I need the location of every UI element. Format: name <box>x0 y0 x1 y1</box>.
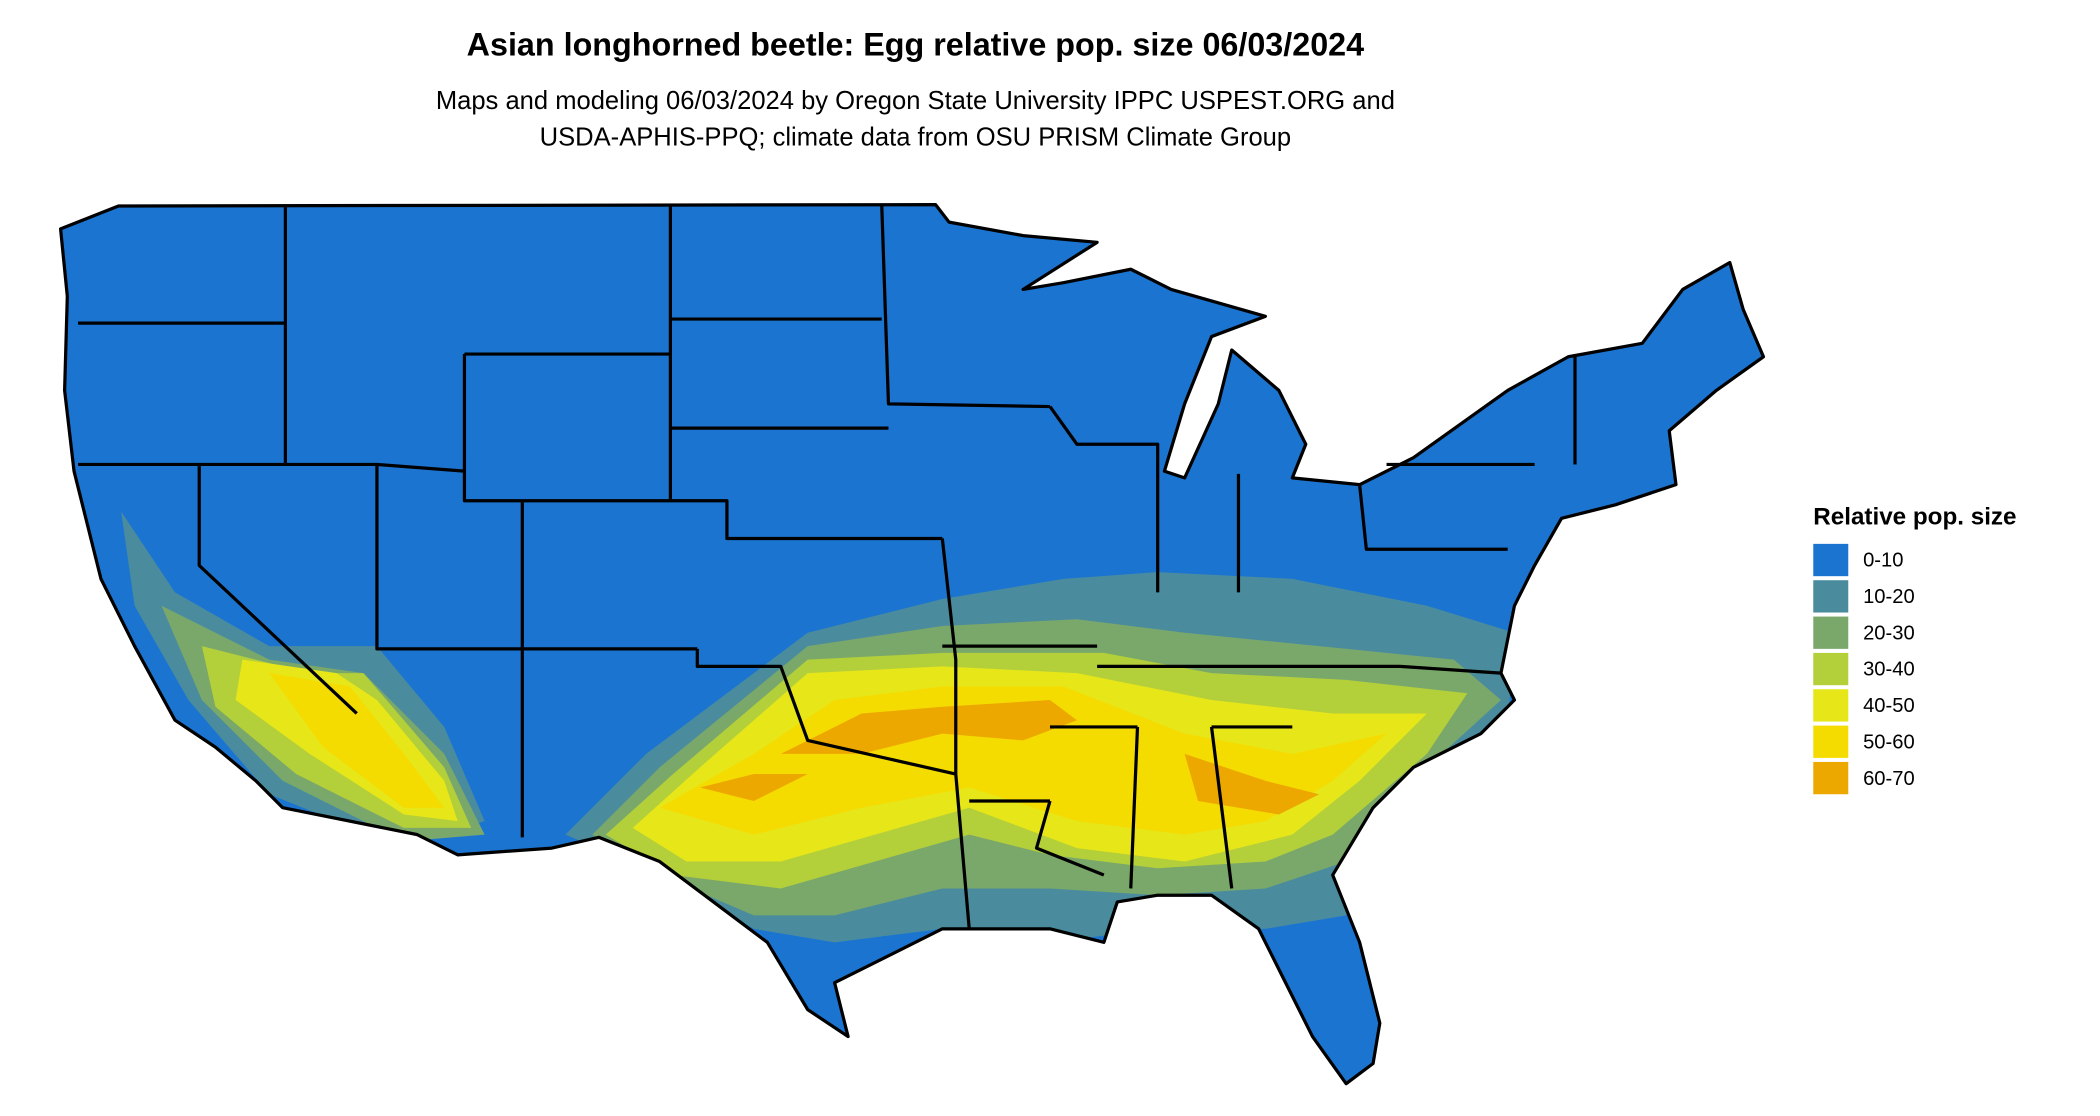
map-subtitle: Maps and modeling 06/03/2024 by Oregon S… <box>436 87 1395 115</box>
legend-swatch <box>1813 652 1849 686</box>
legend-swatch <box>1813 761 1849 795</box>
legend-swatch <box>1813 689 1849 722</box>
risk-zone <box>700 700 1320 815</box>
heat-layer <box>60 204 1764 1084</box>
state-borders <box>58 203 1766 1086</box>
legend-swatch <box>1813 616 1849 649</box>
legend-label: 60-70 <box>1863 768 1915 790</box>
legend-swatch <box>1813 543 1849 577</box>
map-subtitle: USDA-APHIS-PPQ; climate data from OSU PR… <box>540 123 1291 151</box>
legend-swatch <box>1813 580 1849 613</box>
legend-label: 10-20 <box>1863 586 1915 608</box>
legend-label: 20-30 <box>1863 622 1915 644</box>
legend-title: Relative pop. size <box>1813 504 2016 531</box>
legend-label: 50-60 <box>1863 731 1915 753</box>
legend-label: 30-40 <box>1863 659 1915 681</box>
legend-swatch <box>1813 725 1849 758</box>
legend: 0-10 10-20 20-30 30-40 40-50 50-60 60-70 <box>1813 543 1915 795</box>
map-title: Asian longhorned beetle: Egg relative po… <box>467 27 1364 63</box>
legend-label: 0-10 <box>1863 550 1903 572</box>
legend-label: 40-50 <box>1863 695 1915 717</box>
